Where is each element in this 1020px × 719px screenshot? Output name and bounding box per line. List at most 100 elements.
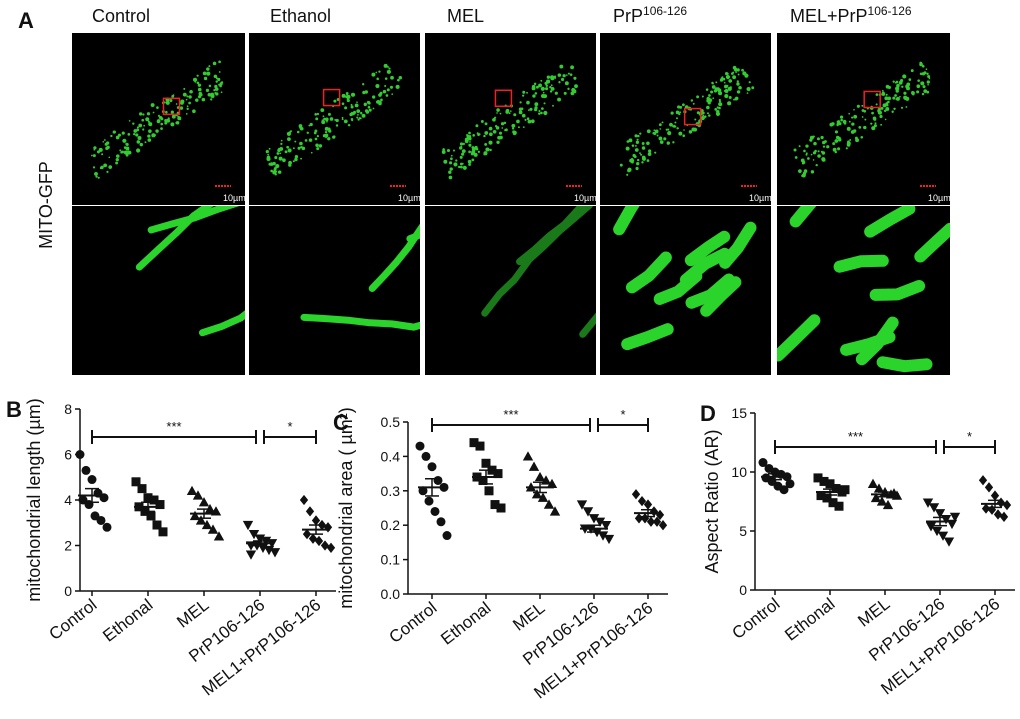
mitochondrion <box>213 74 218 79</box>
data-point <box>496 503 506 513</box>
mitochondrion <box>167 117 170 120</box>
mitochondrion <box>892 80 895 83</box>
mitochondrion <box>641 146 646 150</box>
mitochondrion <box>822 145 826 148</box>
mitochondrion <box>103 163 107 168</box>
mitochondrion <box>310 151 313 154</box>
mitochondrion <box>489 132 493 137</box>
significance-label: *** <box>848 429 863 444</box>
mitochondrion <box>926 72 929 76</box>
mitochondrion <box>901 85 904 88</box>
mitochondrion <box>881 89 884 92</box>
mitochondrion <box>198 92 203 97</box>
data-point <box>475 441 485 451</box>
mitochondrion <box>656 134 659 137</box>
mitochondrion <box>345 92 349 95</box>
mitochondrion <box>714 108 718 111</box>
mitochondrion <box>855 138 860 143</box>
data-point <box>785 479 795 489</box>
mitochondrion <box>469 135 472 138</box>
mitochondrion <box>382 89 387 94</box>
mitochondrion <box>334 118 337 121</box>
mitochondrion <box>887 98 890 100</box>
data-point <box>311 515 321 526</box>
mitochondrion <box>737 73 740 76</box>
mitochondrion <box>834 150 837 154</box>
mitochondrion <box>636 138 639 141</box>
mitochondrion <box>534 92 538 95</box>
mitochondrion <box>748 81 751 84</box>
mitochondrion <box>531 84 536 89</box>
mitochondrial-strand <box>876 356 933 373</box>
mitochondrion <box>555 92 558 95</box>
mitochondrion <box>905 84 910 89</box>
mitochondrion <box>658 123 662 127</box>
mitochondrion <box>562 74 566 78</box>
mitochondrion <box>284 150 288 154</box>
mitochondrion <box>98 147 103 152</box>
data-point <box>248 529 260 540</box>
mitochondrion <box>823 140 827 143</box>
mitochondrion <box>196 74 199 77</box>
strand-clip <box>833 254 889 273</box>
mitochondrion <box>473 152 478 157</box>
mitochondrion <box>706 112 709 115</box>
mitochondrion <box>314 137 318 141</box>
mitochondrion <box>182 92 187 97</box>
strand-clip <box>679 247 731 286</box>
mitochondrion <box>520 107 524 111</box>
significance-label: *** <box>503 407 518 422</box>
mitochondrion <box>146 112 151 116</box>
column-title-text: MEL <box>447 6 484 26</box>
mitochondrion <box>398 75 403 80</box>
strand-clip <box>621 323 674 351</box>
mitochondrion <box>877 110 882 115</box>
mitochondrion <box>917 79 920 82</box>
mitochondrion <box>564 81 569 86</box>
mitochondrion <box>550 84 553 87</box>
mitochondrion <box>138 112 143 116</box>
mitochondrion <box>916 84 921 89</box>
mitochondrion <box>175 103 178 105</box>
mitochondrion <box>266 156 271 162</box>
mitochondrion <box>810 153 813 156</box>
mitochondrion <box>848 120 851 123</box>
mitochondrion <box>879 114 883 119</box>
mitochondrion <box>871 126 876 131</box>
mitochondrion <box>185 113 188 115</box>
mitochondrion <box>893 107 896 110</box>
mitochondrion <box>300 157 303 160</box>
x-tick-label: MEL <box>854 594 893 631</box>
mitochondrion <box>921 64 925 68</box>
mitochondrial-strand <box>855 316 899 366</box>
mitochondrion <box>845 147 848 150</box>
mitochondrion <box>635 140 640 144</box>
mitochondrion <box>706 105 710 110</box>
mitochondrion <box>926 80 930 84</box>
mitochondrion <box>646 159 650 162</box>
mitochondrion <box>519 101 522 104</box>
mitochondrion <box>746 87 751 91</box>
mitochondrion <box>723 81 726 84</box>
data-point <box>427 462 437 472</box>
mitochondrion <box>538 112 541 115</box>
mitochondrion <box>540 111 543 115</box>
mitochondrion <box>558 81 561 84</box>
mitochondrion <box>273 168 277 172</box>
mitochondrion <box>635 166 639 171</box>
mitochondrion <box>728 88 731 91</box>
mitochondrion <box>492 117 496 122</box>
mitochondrion <box>741 68 744 72</box>
data-point <box>840 485 850 495</box>
mitochondrion <box>299 141 303 146</box>
data-point <box>207 524 219 534</box>
mitochondrion <box>97 176 100 179</box>
mitochondrion <box>347 95 350 97</box>
mitochondrion <box>834 130 839 134</box>
mitochondrial-strand <box>869 280 926 301</box>
mitochondrion <box>95 175 98 178</box>
mitochondrion <box>105 146 109 150</box>
data-point <box>314 535 324 547</box>
mitochondrion <box>165 110 168 114</box>
mitochondrion <box>329 117 334 121</box>
